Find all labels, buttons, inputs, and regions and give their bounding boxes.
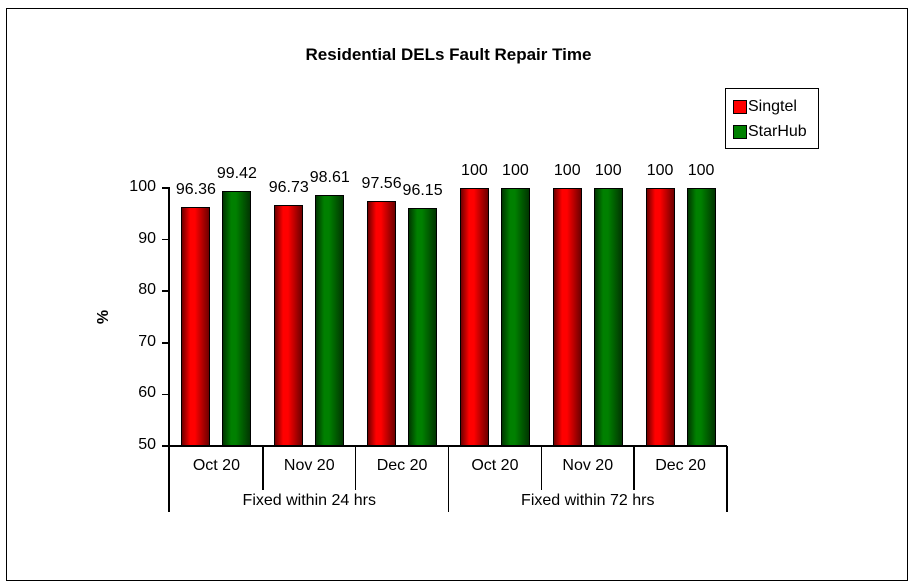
group-separator bbox=[447, 446, 450, 512]
y-axis-line bbox=[168, 188, 170, 512]
bar-value-label: 96.73 bbox=[268, 178, 309, 196]
bar-singtel-4 bbox=[459, 188, 489, 446]
bar-starhub-1 bbox=[222, 190, 252, 446]
bar-singtel-1 bbox=[181, 206, 211, 446]
legend-label-starhub: StarHub bbox=[748, 122, 807, 140]
category-label-5: Nov 20 bbox=[562, 457, 614, 474]
legend-entry-singtel: Singtel bbox=[733, 94, 818, 119]
bar-singtel-3 bbox=[367, 200, 397, 446]
group-label-2: Fixed within 72 hrs bbox=[521, 492, 655, 509]
y-axis-tick-label: 50 bbox=[138, 436, 156, 453]
starhub-color-swatch bbox=[733, 124, 747, 139]
category-label-3: Dec 20 bbox=[376, 457, 428, 474]
legend: Singtel StarHub bbox=[725, 88, 819, 149]
y-axis-tick bbox=[162, 187, 170, 189]
bar-starhub-5 bbox=[593, 188, 623, 446]
bar-singtel-6 bbox=[645, 188, 675, 446]
y-axis-tick-label: 80 bbox=[138, 281, 156, 299]
category-label-4: Oct 20 bbox=[471, 457, 519, 474]
category-separator bbox=[354, 446, 357, 490]
y-axis-tick-label: 100 bbox=[129, 178, 156, 195]
category-separator bbox=[262, 446, 264, 490]
bar-value-label: 100 bbox=[594, 162, 622, 179]
group-label-1: Fixed within 24 hrs bbox=[242, 492, 376, 509]
bar-starhub-2 bbox=[315, 195, 345, 446]
bar-starhub-6 bbox=[686, 188, 716, 446]
bar-singtel-2 bbox=[274, 204, 304, 446]
category-separator bbox=[540, 446, 543, 490]
category-separator bbox=[633, 446, 635, 490]
bar-value-label: 100 bbox=[461, 162, 488, 179]
bar-value-label: 96.36 bbox=[175, 180, 216, 198]
y-axis-tick bbox=[162, 393, 170, 396]
bar-value-label: 96.15 bbox=[402, 181, 443, 199]
bar-value-label: 99.42 bbox=[216, 164, 257, 182]
bar-value-label: 97.56 bbox=[361, 174, 402, 192]
bar-starhub-3 bbox=[408, 207, 438, 446]
category-label-6: Dec 20 bbox=[655, 457, 706, 474]
y-axis-tick-label: 90 bbox=[138, 229, 156, 247]
axis-right-edge-line bbox=[726, 446, 728, 512]
bar-starhub-4 bbox=[500, 188, 530, 446]
y-axis-tick-label: 70 bbox=[138, 332, 156, 350]
chart-title: Residential DELs Fault Repair Time bbox=[305, 45, 592, 64]
bar-value-label: 100 bbox=[646, 162, 674, 179]
y-axis-tick-label: 60 bbox=[138, 384, 156, 402]
bar-singtel-5 bbox=[552, 188, 582, 446]
y-axis-tick bbox=[162, 238, 170, 241]
y-axis-tick bbox=[162, 290, 170, 292]
y-axis-tick bbox=[162, 342, 170, 344]
singtel-color-swatch bbox=[733, 99, 747, 114]
legend-entry-starhub: StarHub bbox=[733, 119, 818, 144]
y-axis-tick bbox=[162, 445, 170, 447]
x-axis-line bbox=[170, 445, 727, 447]
category-label-2: Nov 20 bbox=[283, 457, 335, 474]
legend-label-singtel: Singtel bbox=[748, 97, 797, 115]
bar-value-label: 100 bbox=[687, 162, 715, 179]
category-label-1: Oct 20 bbox=[192, 457, 240, 474]
bar-value-label: 100 bbox=[502, 162, 529, 179]
bar-value-label: 100 bbox=[553, 162, 581, 179]
y-axis-title: % bbox=[95, 309, 112, 325]
bar-value-label: 98.61 bbox=[309, 169, 350, 187]
